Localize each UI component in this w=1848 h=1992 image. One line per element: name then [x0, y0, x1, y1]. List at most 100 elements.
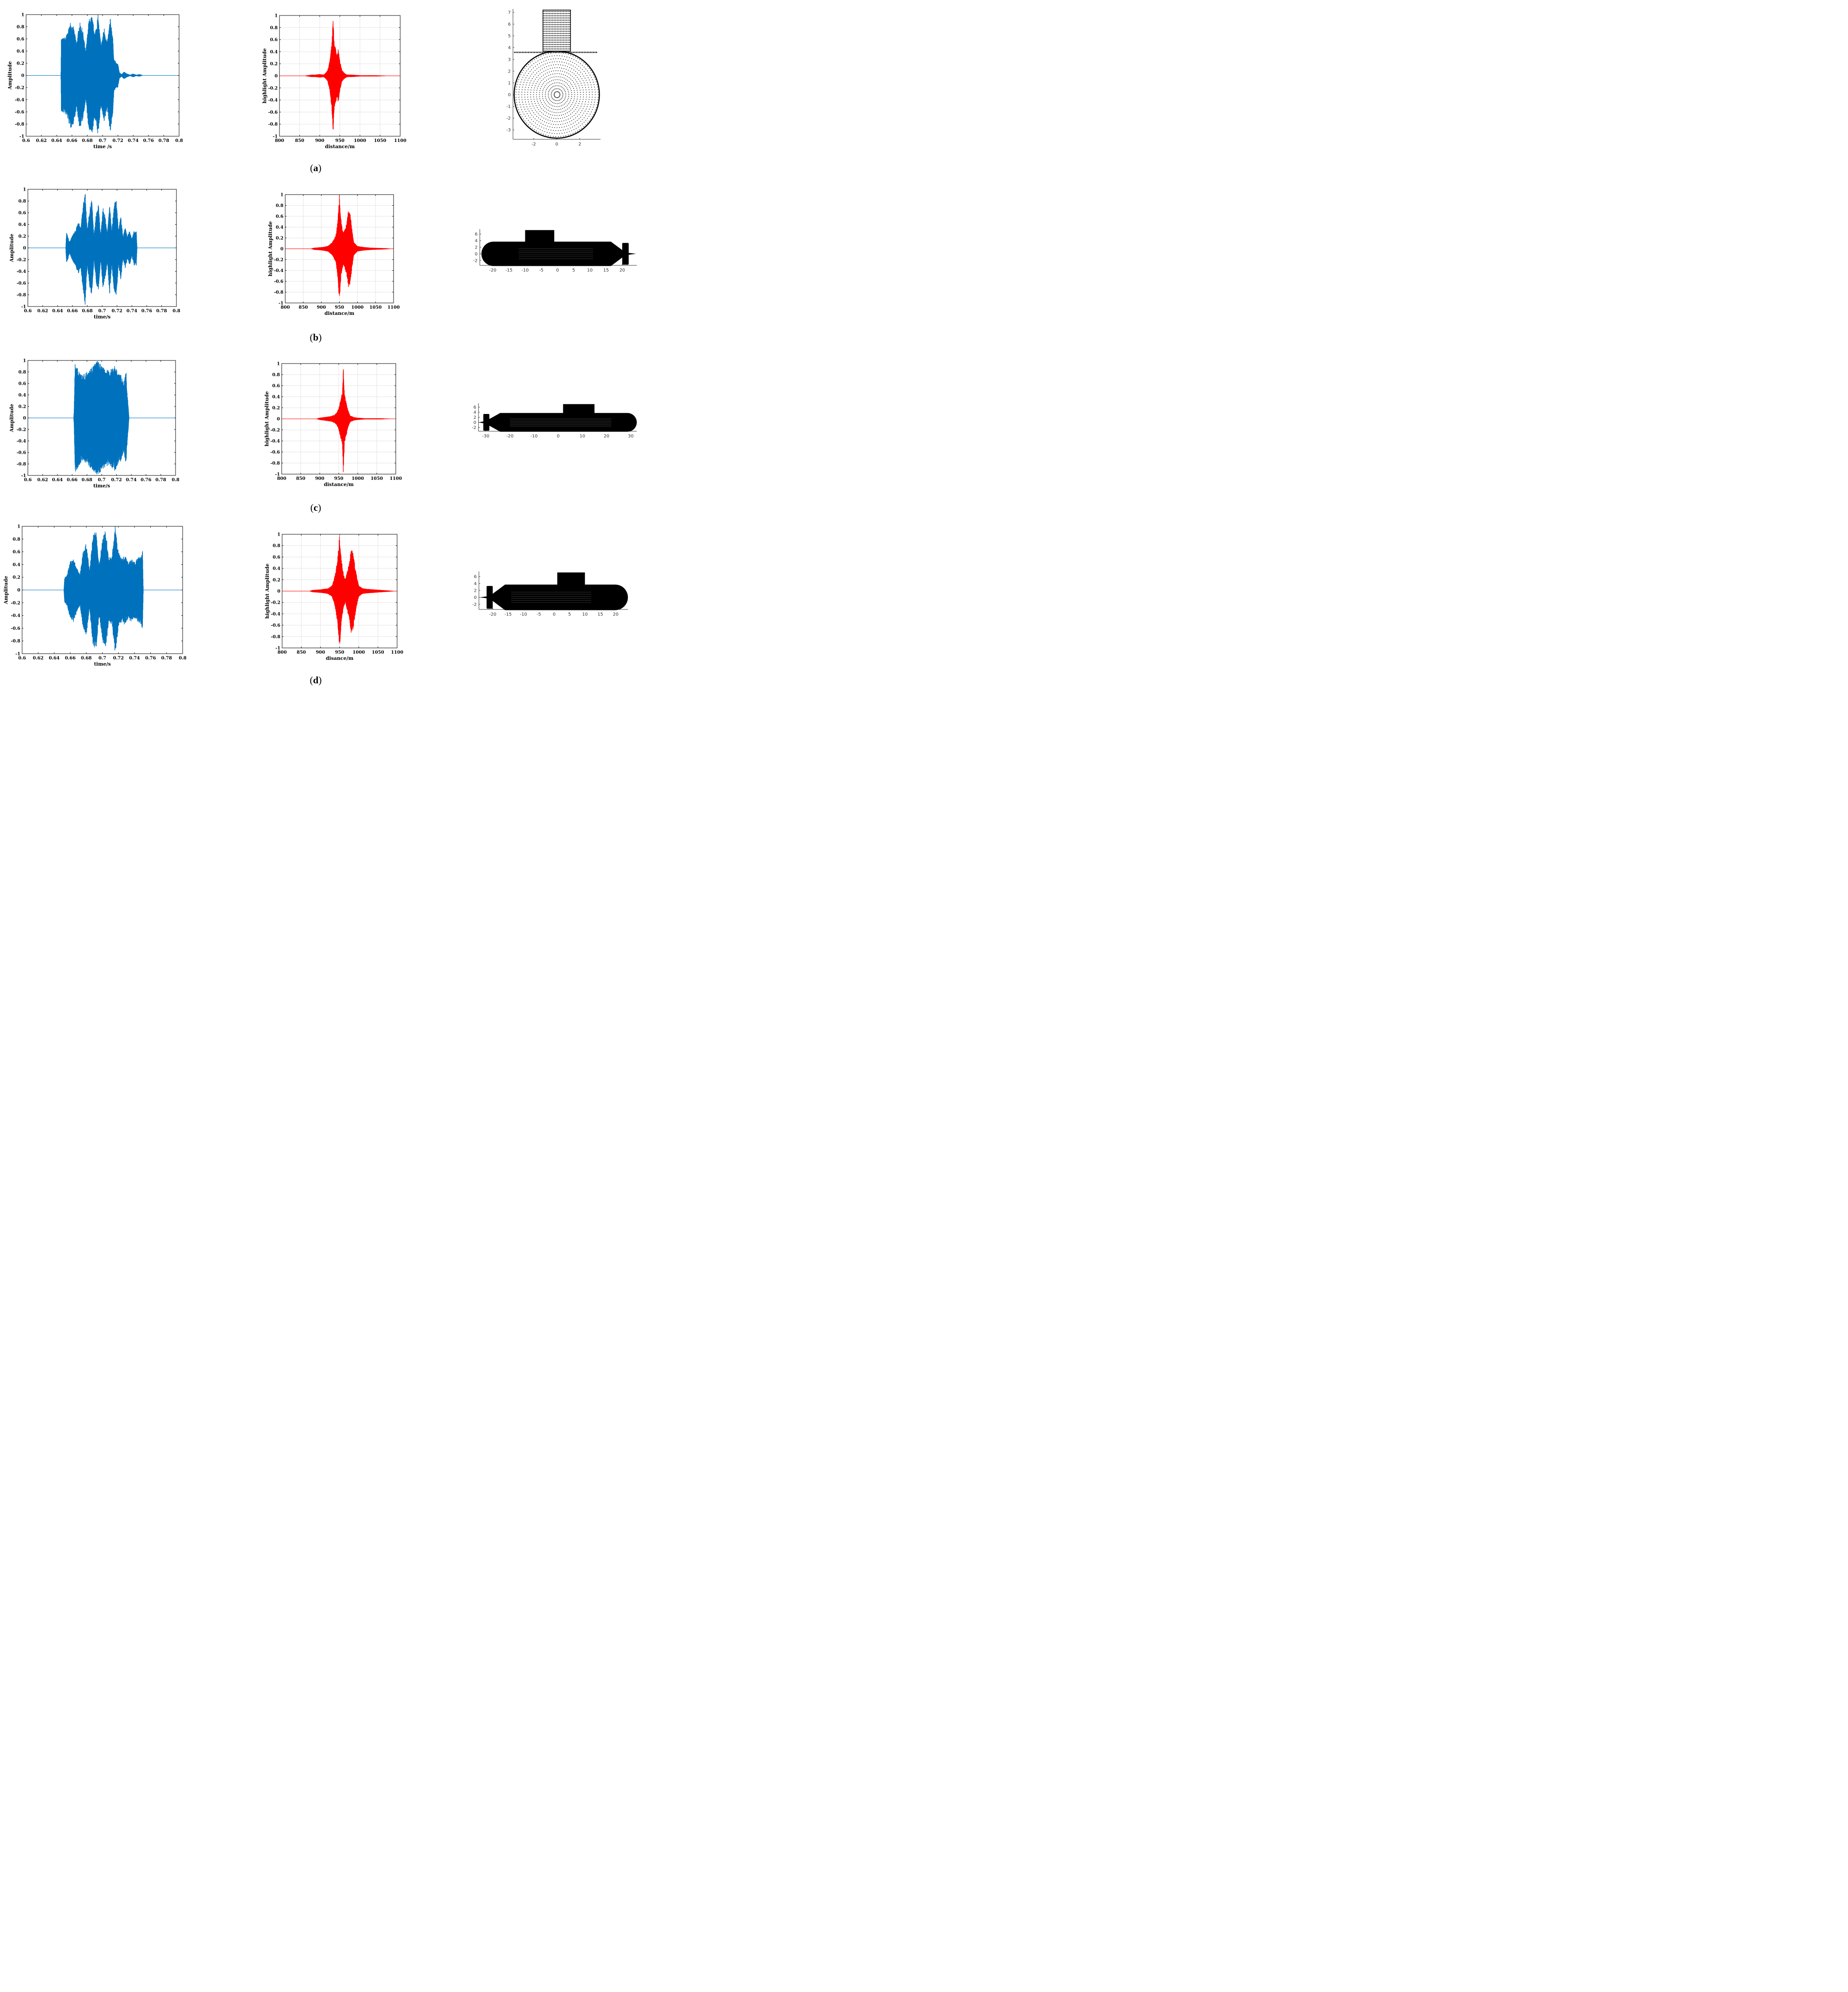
- x-tick-label: 0.78: [158, 138, 169, 143]
- y-tick-label: -0.6: [11, 626, 20, 631]
- highlight-frame: [285, 194, 394, 303]
- highlight-chart: 800 850 900 950 1000 1050 1100 1 0.8 0.6 0.4 0.2 0 -0…: [264, 532, 403, 662]
- model-y-tick-label: 2: [474, 415, 476, 420]
- x-axis-label: distance/m: [325, 310, 355, 316]
- model-y-tick-label: -2: [472, 602, 477, 607]
- y-tick-label: 1: [277, 362, 280, 367]
- y-tick-label: -1: [15, 652, 20, 657]
- model-x-tick-label: -5: [539, 268, 543, 273]
- model-x-tick-label: -10: [520, 612, 527, 617]
- signal-trace: [65, 194, 138, 305]
- model-y-tick-label: -2: [472, 425, 476, 430]
- model-y-tick-label: -2: [506, 116, 511, 121]
- y-tick-label: 1: [277, 532, 280, 537]
- x-tick-label: 950: [335, 305, 344, 310]
- model-x-tick-label: -15: [505, 612, 512, 617]
- y-tick-label: 0.8: [276, 203, 283, 208]
- y-tick-label: 0.8: [17, 25, 24, 30]
- model-y-tick-label: 6: [474, 575, 477, 579]
- x-tick-label: 0.64: [51, 138, 62, 143]
- y-tick-label: -0.6: [15, 110, 24, 115]
- hull-silhouette: [486, 413, 637, 432]
- svg-text:(c): (c): [310, 502, 321, 513]
- y-tick-label: 0.8: [270, 26, 278, 31]
- x-tick-label: 0.6: [24, 309, 31, 314]
- caption-letter: a: [314, 162, 318, 173]
- y-tick-label: -0.4: [11, 613, 20, 618]
- x-tick-label: 1050: [371, 476, 383, 481]
- hull-silhouette: [490, 584, 628, 610]
- caption-letter: b: [313, 332, 318, 343]
- x-tick-label: 0.68: [81, 478, 92, 483]
- x-tick-label: 0.8: [179, 656, 186, 661]
- x-tick-label: 0.68: [82, 309, 92, 314]
- model-y-tick-label: 1: [508, 81, 511, 86]
- y-tick-label: 0.6: [19, 382, 26, 387]
- y-tick-label: 0.4: [19, 393, 26, 398]
- y-tick-label: 0: [277, 417, 280, 422]
- y-tick-label: 0: [23, 246, 26, 251]
- y-tick-label: 0.8: [19, 370, 26, 375]
- y-tick-label: -0.8: [16, 462, 26, 467]
- caption-letter: c: [314, 502, 318, 513]
- model-x-tick-label: 10: [582, 612, 588, 617]
- model-x-tick-label: -10: [521, 268, 528, 273]
- x-tick-label: 900: [315, 476, 325, 481]
- y-tick-label: 0.2: [270, 62, 278, 67]
- x-tick-label: 1000: [354, 138, 366, 143]
- highlight-frame: [282, 534, 398, 648]
- x-tick-label: 0.64: [49, 656, 59, 661]
- y-tick-label: -0.6: [270, 450, 280, 455]
- tail-tip: [625, 252, 636, 255]
- model-y-tick-label: 2: [475, 245, 478, 250]
- y-tick-label: 0.4: [276, 225, 283, 230]
- y-tick-label: 0.6: [273, 555, 280, 560]
- model-y-tick-label: -3: [506, 128, 511, 133]
- y-tick-label: 0.2: [276, 236, 283, 241]
- sail: [557, 572, 585, 585]
- svg-text:(b): (b): [310, 332, 322, 343]
- x-tick-label: 1100: [390, 476, 402, 481]
- model-x-tick-label: -20: [489, 612, 496, 617]
- model-x-tick-label: 20: [613, 612, 619, 617]
- model-y-tick-label: 5: [508, 34, 511, 39]
- y-tick-label: -0.2: [274, 258, 283, 263]
- model-x-tick-label: 10: [580, 434, 585, 439]
- model-x-tick-label: 10: [587, 268, 593, 273]
- y-tick-label: -0.8: [270, 461, 280, 466]
- x-tick-label: 0.62: [36, 138, 46, 143]
- x-tick-label: 0.8: [175, 138, 183, 143]
- y-axis-label: Amplitude: [3, 576, 9, 605]
- signal-trace: [309, 536, 397, 644]
- y-axis-label: highlight Amplitude: [268, 221, 273, 276]
- highlight-frame: [281, 363, 396, 475]
- hull-internal-lines: [518, 249, 593, 259]
- y-tick-label: -0.2: [271, 601, 280, 605]
- y-tick-label: -0.2: [270, 428, 280, 433]
- x-axis-label: time/s: [94, 314, 111, 320]
- model-y-tick-label: -2: [473, 258, 478, 263]
- y-tick-label: 0: [280, 247, 283, 252]
- y-tick-label: 0: [21, 73, 24, 78]
- x-tick-label: 800: [281, 305, 290, 310]
- x-tick-label: 850: [297, 650, 306, 655]
- model-y-tick-label: 0: [474, 420, 476, 425]
- y-tick-label: -0.2: [268, 86, 278, 91]
- x-tick-label: 0.78: [156, 309, 167, 314]
- sail-tower: [542, 9, 571, 52]
- x-tick-label: 0.6: [22, 138, 30, 143]
- y-tick-label: 0.2: [272, 406, 280, 411]
- y-tick-label: -1: [275, 646, 280, 651]
- caption-b: (b): [310, 332, 322, 343]
- caption-letter: d: [313, 674, 318, 686]
- x-tick-label: 0.64: [52, 478, 63, 483]
- y-tick-label: 0.6: [17, 37, 24, 42]
- x-tick-label: 1050: [374, 138, 386, 143]
- x-tick-label: 1050: [372, 650, 384, 655]
- y-tick-label: -0.6: [16, 281, 26, 286]
- tail-tip: [479, 596, 490, 599]
- x-tick-label: 0.64: [52, 309, 63, 314]
